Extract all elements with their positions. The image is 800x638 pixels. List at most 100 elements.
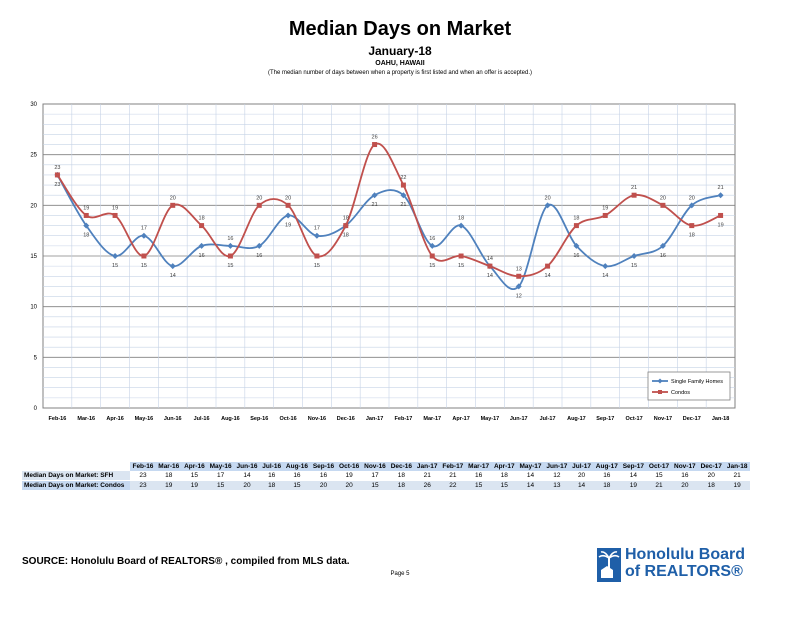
data-point-condos <box>516 273 522 279</box>
data-label: 19 <box>602 205 608 211</box>
table-cell: 20 <box>336 480 362 490</box>
table-cell: 19 <box>620 480 647 490</box>
y-tick-label: 30 <box>30 102 37 108</box>
table-cell: 18 <box>698 480 725 490</box>
x-tick-label: Mar-16 <box>77 416 95 422</box>
data-point-condos <box>112 212 118 218</box>
legend-marker <box>658 390 662 394</box>
table-column-header: Feb-16 <box>130 462 156 471</box>
data-label: 23 <box>54 182 60 188</box>
data-label: 15 <box>314 263 320 269</box>
x-tick-label: Aug-16 <box>221 416 240 422</box>
table-column-header: Oct-17 <box>646 462 672 471</box>
data-point-sfh <box>256 242 263 249</box>
table-cell: 15 <box>465 480 492 490</box>
table-cell: 20 <box>698 471 725 481</box>
table-cell: 16 <box>310 471 337 481</box>
table-cell: 14 <box>517 471 544 481</box>
table-cell: 16 <box>671 471 699 481</box>
data-label: 14 <box>487 273 493 279</box>
data-label: 21 <box>718 185 724 191</box>
table-cell: 17 <box>207 471 235 481</box>
palm-tree-house-icon <box>597 548 621 582</box>
table-cell: 20 <box>310 480 337 490</box>
data-label: 21 <box>400 202 406 208</box>
table-cell: 20 <box>569 471 594 481</box>
table-column-header: Apr-16 <box>181 462 208 471</box>
data-label: 18 <box>199 216 205 222</box>
data-point-condos <box>170 202 176 208</box>
legend-label: Condos <box>671 390 690 396</box>
data-point-condos <box>718 212 724 218</box>
table-cell: 21 <box>646 480 672 490</box>
data-point-sfh <box>371 192 378 199</box>
data-label: 18 <box>343 216 349 222</box>
table-column-header: Nov-16 <box>361 462 389 471</box>
y-tick-label: 0 <box>34 406 38 412</box>
data-point-condos <box>54 172 60 178</box>
table-column-header: Apr-17 <box>491 462 517 471</box>
data-label: 15 <box>227 263 233 269</box>
x-tick-label: Dec-16 <box>337 416 355 422</box>
data-label: 14 <box>487 256 493 262</box>
x-tick-label: May-16 <box>135 416 154 422</box>
data-point-sfh <box>400 192 407 199</box>
data-label: 15 <box>141 263 147 269</box>
x-tick-label: Sep-17 <box>596 416 614 422</box>
x-tick-label: Dec-17 <box>683 416 701 422</box>
table-column-header: Mar-17 <box>465 462 492 471</box>
data-point-condos <box>631 192 637 198</box>
data-label: 23 <box>54 165 60 171</box>
y-tick-label: 25 <box>30 153 37 159</box>
table-cell: 18 <box>388 480 415 490</box>
x-tick-label: Sep-16 <box>250 416 268 422</box>
data-point-sfh <box>429 242 436 249</box>
logo-line-2: of REALTORS® <box>625 563 743 580</box>
x-tick-label: Feb-16 <box>49 416 67 422</box>
data-label: 15 <box>429 263 435 269</box>
table-row-label: Median Days on Market: SFH <box>22 471 131 481</box>
table-column-header: Jun-17 <box>543 462 570 471</box>
data-point-sfh <box>198 242 205 249</box>
y-tick-label: 5 <box>34 355 38 361</box>
data-point-condos <box>660 202 666 208</box>
table-row-label: Median Days on Market: Condos <box>22 480 131 490</box>
data-point-condos <box>487 263 493 269</box>
table-column-header: Sep-17 <box>620 462 647 471</box>
data-label: 18 <box>689 233 695 239</box>
table-cell: 16 <box>259 471 284 481</box>
table-cell: 15 <box>491 480 517 490</box>
location-label: OAHU, HAWAII <box>375 60 425 67</box>
table-cell: 20 <box>671 480 699 490</box>
x-tick-label: May-17 <box>481 416 500 422</box>
x-tick-label: Nov-16 <box>308 416 326 422</box>
data-point-condos <box>227 253 233 259</box>
data-point-condos <box>314 253 320 259</box>
x-tick-label: Jan-17 <box>366 416 383 422</box>
chart-title: Median Days on Market <box>288 18 512 40</box>
data-point-sfh <box>659 242 666 249</box>
definition-note: (The median number of days between when … <box>267 70 533 76</box>
data-point-sfh <box>544 202 551 209</box>
data-label: 13 <box>516 266 522 272</box>
x-tick-label: Oct-16 <box>280 416 297 422</box>
x-tick-label: Oct-17 <box>626 416 643 422</box>
table-row: Median Days on Market: SFH 23 18 15 17 14 16 16… <box>22 471 750 481</box>
data-label: 14 <box>170 273 176 279</box>
data-point-condos <box>285 202 291 208</box>
data-label: 16 <box>429 236 435 242</box>
chart-subtitle: January-18 <box>368 44 432 58</box>
table-header-row: Feb-16 Mar-16 Apr-16 May-16 Jun-16 Jul-16 Aug-… <box>22 462 750 471</box>
table-cell: 15 <box>646 471 672 481</box>
table-cell: 14 <box>234 471 260 481</box>
data-point-condos <box>602 212 608 218</box>
table-cell: 26 <box>414 480 440 490</box>
data-point-sfh <box>688 202 695 209</box>
x-tick-label: Jun-16 <box>164 416 182 422</box>
x-tick-label: Apr-17 <box>452 416 469 422</box>
table-cell: 18 <box>388 471 415 481</box>
data-label: 14 <box>602 273 608 279</box>
data-point-condos <box>545 263 551 269</box>
line-chart: 0 5 10 15 20 25 30 Feb-16 Mar-16 Apr-16 May-16 Jun-… <box>30 102 736 422</box>
table-column-header: Sep-16 <box>310 462 337 471</box>
